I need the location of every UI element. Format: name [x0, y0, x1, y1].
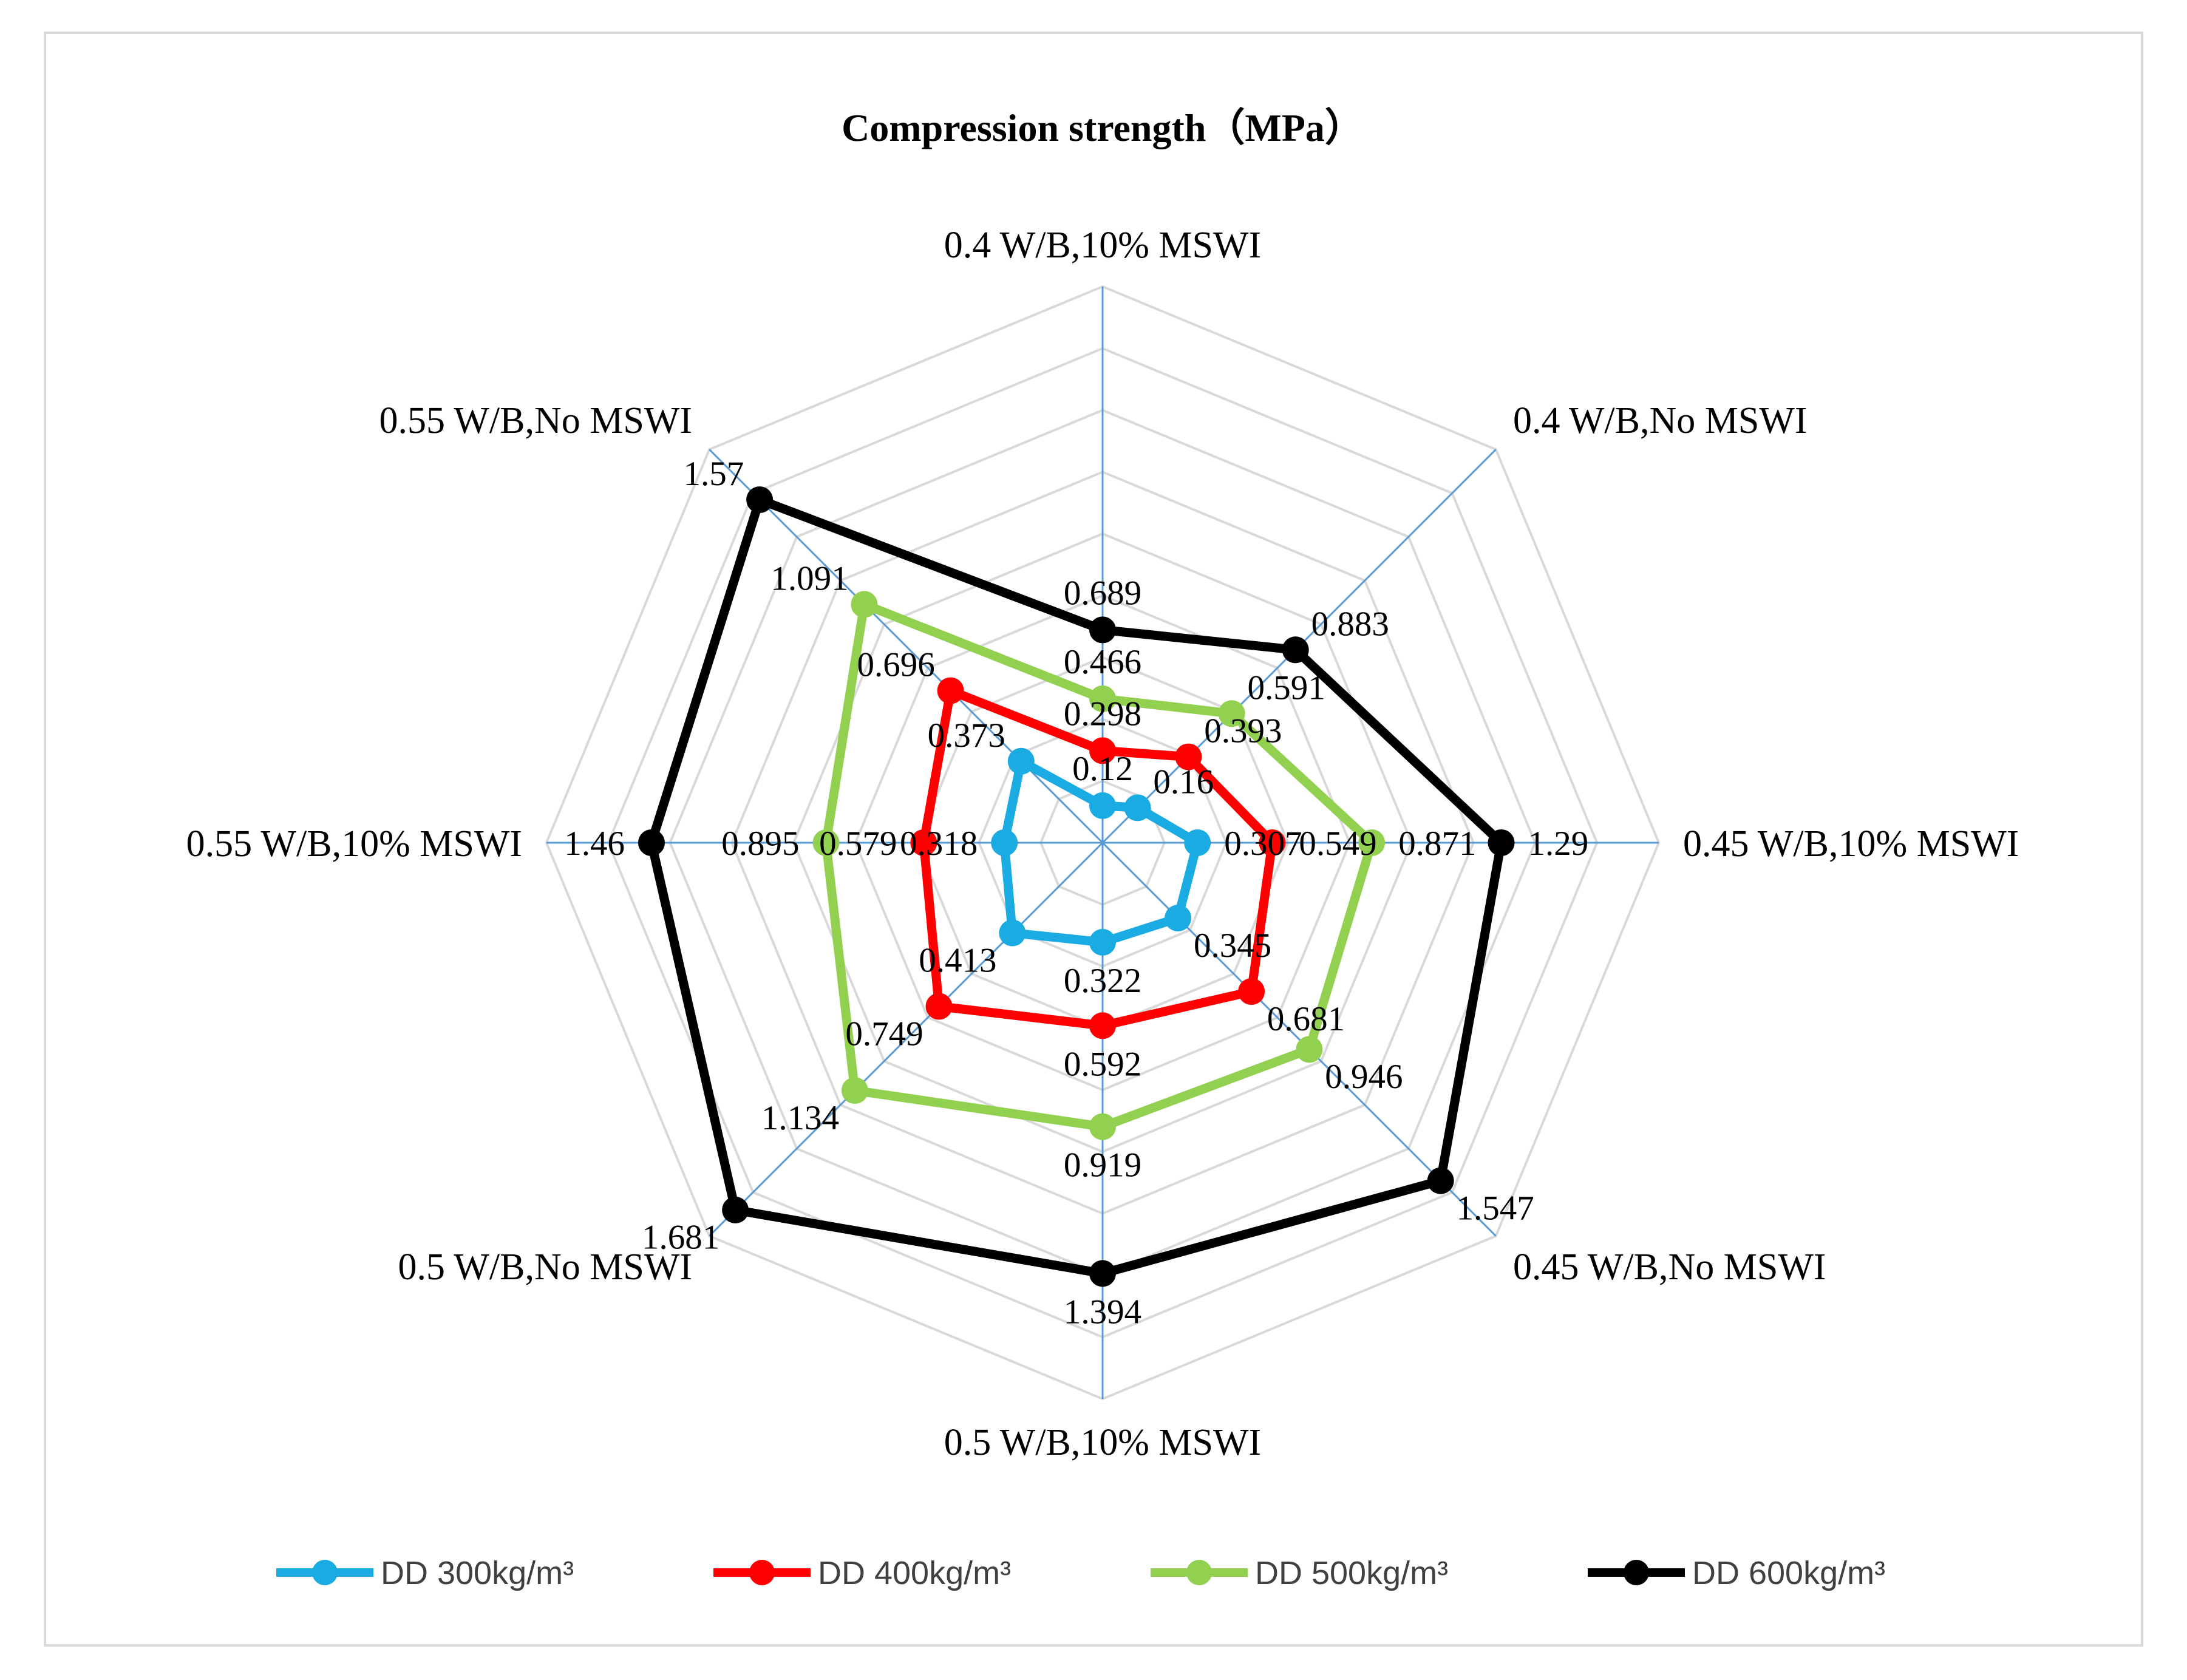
data-point: [991, 829, 1018, 856]
data-label: 0.16: [1153, 763, 1214, 801]
legend-label: DD 300kg/m³: [381, 1555, 574, 1591]
legend-item-1[interactable]: DD 400kg/m³: [713, 1555, 1011, 1591]
data-label: 0.696: [857, 646, 934, 684]
category-label: 0.5 W/B,10% MSWI: [944, 1422, 1261, 1463]
data-point: [841, 1077, 868, 1104]
data-point: [937, 677, 964, 704]
data-point: [638, 829, 665, 856]
category-label: 0.55 W/B,No MSWI: [379, 400, 692, 441]
series-2: [812, 591, 1386, 1140]
legend-swatch-marker: [749, 1560, 775, 1585]
category-label: 0.45 W/B,No MSWI: [1513, 1246, 1826, 1288]
data-point: [722, 1196, 749, 1223]
data-label: 0.591: [1248, 669, 1325, 707]
data-point: [925, 993, 953, 1020]
data-label: 0.549: [1299, 825, 1376, 863]
data-point: [1007, 747, 1035, 775]
legend: DD 300kg/m³ DD 400kg/m³ DD 500kg/m³ DD 600k…: [276, 1555, 1885, 1591]
data-label: 0.689: [1064, 574, 1141, 612]
axis-spoke-7: [709, 449, 1104, 844]
data-point: [1089, 616, 1116, 644]
data-point: [1124, 794, 1151, 821]
axis-spoke-3: [1101, 842, 1497, 1237]
data-point: [1089, 685, 1116, 712]
legend-item-0[interactable]: DD 300kg/m³: [276, 1555, 574, 1591]
data-point: [1282, 636, 1309, 664]
data-label: 0.322: [1064, 962, 1141, 1000]
data-point: [1218, 700, 1245, 727]
data-point: [1427, 1167, 1454, 1194]
legend-item-3[interactable]: DD 600kg/m³: [1588, 1555, 1885, 1591]
data-label: 0.895: [721, 825, 799, 863]
chart-title: Compression strength（MPa）: [842, 106, 1364, 149]
data-point: [1259, 829, 1286, 856]
axis-spoke-5: [709, 842, 1104, 1237]
legend-item-2[interactable]: DD 500kg/m³: [1151, 1555, 1448, 1591]
data-label: 0.681: [1267, 1000, 1345, 1038]
data-label: 0.318: [900, 825, 978, 863]
series-0: [991, 747, 1211, 956]
data-label: 0.307: [1224, 825, 1302, 863]
data-point: [1184, 829, 1211, 856]
data-label: 0.883: [1311, 605, 1389, 643]
data-label: 0.345: [1194, 927, 1271, 965]
data-label: 0.298: [1064, 695, 1141, 733]
data-label: 0.393: [1204, 712, 1282, 750]
legend-swatch-marker: [1624, 1560, 1649, 1585]
series-3: [638, 486, 1515, 1287]
legend-label: DD 400kg/m³: [818, 1555, 1011, 1591]
data-point: [1238, 978, 1265, 1005]
data-label: 1.46: [564, 825, 625, 863]
legend-label: DD 600kg/m³: [1692, 1555, 1885, 1591]
data-label: 1.681: [642, 1219, 719, 1257]
data-labels: 0.12 0.16 0.307 0.345 0.322 0.413 0.318 0.373 0.…: [564, 455, 1588, 1331]
data-label: 1.547: [1457, 1189, 1534, 1228]
data-point: [910, 829, 937, 856]
data-point: [1165, 905, 1192, 932]
data-label: 0.749: [845, 1015, 923, 1053]
data-point: [1175, 743, 1202, 770]
category-label: 0.4 W/B,10% MSWI: [944, 225, 1261, 266]
data-label: 0.946: [1325, 1058, 1403, 1096]
data-label: 0.579: [819, 825, 897, 863]
data-point: [1089, 1260, 1116, 1287]
category-labels: 0.4 W/B,10% MSWI 0.4 W/B,No MSWI 0.45 W/B,…: [186, 225, 2019, 1463]
data-point: [1089, 792, 1116, 819]
data-label: 0.592: [1064, 1045, 1141, 1083]
data-label: 0.919: [1064, 1146, 1141, 1185]
legend-swatch-marker: [1186, 1560, 1212, 1585]
data-point: [1089, 737, 1116, 764]
chart-frame: [44, 32, 2143, 1647]
data-point: [1358, 829, 1386, 856]
legend-label: DD 500kg/m³: [1255, 1555, 1448, 1591]
data-point: [1089, 928, 1116, 956]
legend-swatch-marker: [312, 1560, 338, 1585]
series-1: [910, 677, 1286, 1039]
data-point: [1089, 1012, 1116, 1039]
data-point: [746, 486, 774, 514]
data-label: 0.373: [928, 716, 1005, 755]
data-label: 1.091: [770, 560, 848, 598]
data-point: [851, 591, 878, 618]
category-label: 0.55 W/B,10% MSWI: [186, 823, 522, 865]
data-point: [1488, 829, 1515, 856]
data-label: 0.466: [1064, 643, 1141, 681]
data-label: 1.57: [683, 455, 744, 493]
category-label: 0.45 W/B,10% MSWI: [1683, 823, 2019, 865]
category-label: 0.4 W/B,No MSWI: [1513, 400, 1808, 441]
data-point: [812, 829, 840, 856]
category-label: 0.5 W/B,No MSWI: [398, 1246, 692, 1288]
data-label: 1.29: [1528, 825, 1589, 863]
data-point: [1089, 1113, 1116, 1140]
data-label: 1.394: [1064, 1293, 1141, 1331]
data-label: 0.413: [919, 942, 996, 980]
series-layer: [638, 486, 1515, 1287]
data-point: [1296, 1036, 1323, 1063]
data-label: 1.134: [761, 1099, 839, 1137]
data-label: 0.871: [1398, 825, 1476, 863]
data-label: 0.12: [1072, 750, 1133, 788]
data-point: [999, 919, 1026, 947]
